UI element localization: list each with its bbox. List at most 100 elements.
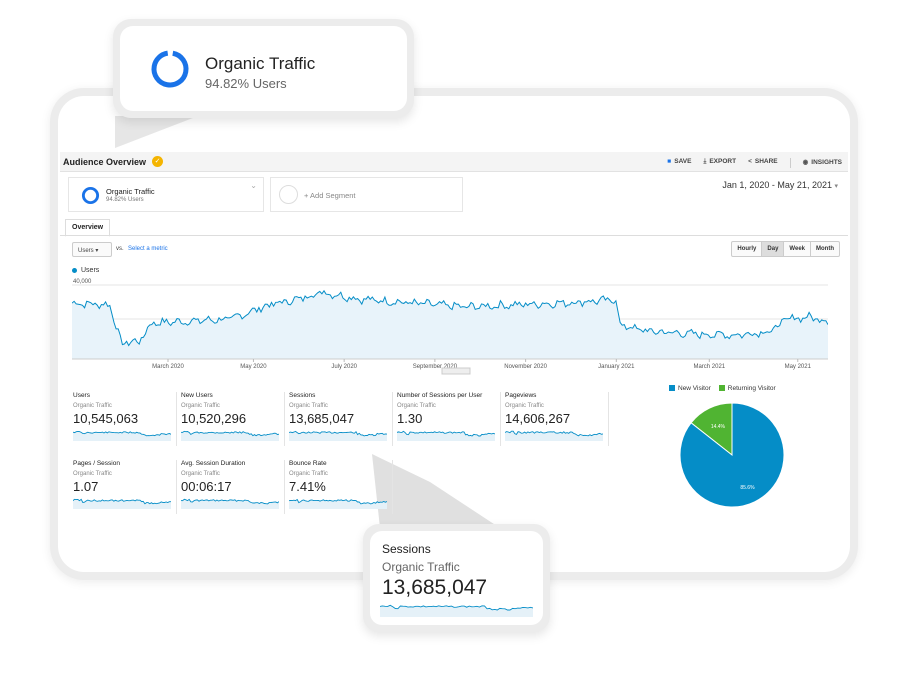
metric-select[interactable]: Users ▾ [72, 242, 112, 257]
report-header: Audience Overview ✓ ■ SAVE ⤓ EXPORT < SHARE… [60, 152, 848, 172]
insights-button[interactable]: ◉ INSIGHTS [802, 159, 842, 166]
metric-segment: Organic Traffic [289, 471, 328, 477]
sparkline-line [380, 604, 533, 611]
save-button[interactable]: ■ SAVE [667, 158, 692, 165]
segment-subtitle: 94.82% Users [106, 197, 144, 203]
y-tick-label: 40,000 [73, 279, 92, 285]
metric-sparkline [181, 498, 279, 509]
metric-sparkline [505, 430, 603, 441]
export-button[interactable]: ⤓ EXPORT [703, 158, 737, 165]
x-tick-label: March 2021 [693, 364, 725, 370]
metric-name: Number of Sessions per User [397, 392, 483, 399]
sparkline-line [73, 498, 171, 505]
share-icon: < [748, 158, 752, 165]
sparkline-area [73, 431, 171, 441]
metric-name: Pages / Session [73, 460, 120, 467]
metric-value: 10,520,296 [181, 411, 247, 426]
legend-returning-visitor: Returning Visitor [718, 385, 776, 392]
metric-segment: Organic Traffic [73, 471, 112, 477]
add-segment-label: + Add Segment [304, 191, 356, 200]
sessions-callout: Sessions Organic Traffic 13,685,047 [363, 524, 550, 632]
callout-metric-segment: Organic Traffic [382, 560, 460, 574]
users-series-area [72, 290, 828, 359]
metric-tile[interactable]: Pageviews Organic Traffic 14,606,267 [504, 392, 609, 446]
metric-tile[interactable]: Avg. Session Duration Organic Traffic 00:0… [180, 460, 285, 514]
caret-down-icon: ▾ [834, 183, 838, 190]
sparkline-line [505, 430, 603, 437]
metric-value: 1.07 [73, 479, 99, 494]
segment-callout: Organic Traffic 94.82% Users [113, 19, 414, 118]
chevron-down-icon[interactable]: ⌄ [250, 181, 257, 190]
series-dot [72, 267, 77, 273]
sparkline-area [289, 431, 387, 441]
sparkline-line [289, 430, 387, 437]
granularity-day[interactable]: Day [761, 242, 784, 256]
metric-tile[interactable]: Number of Sessions per User Organic Traff… [396, 392, 501, 446]
segment-ring-icon [81, 186, 100, 205]
metric-tile[interactable]: Users Organic Traffic 10,545,063 [72, 392, 177, 446]
tab-divider [60, 235, 848, 236]
sparkline-area [380, 605, 533, 617]
caret-down-icon: ▾ [95, 248, 99, 254]
metric-tile[interactable]: Pages / Session Organic Traffic 1.07 [72, 460, 177, 514]
sparkline-line [289, 498, 387, 505]
sparkline-line [397, 430, 495, 437]
share-button[interactable]: < SHARE [748, 158, 778, 165]
metric-name: New Users [181, 392, 213, 399]
granularity-toggle: Hourly Day Week Month [731, 241, 840, 257]
metric-segment: Organic Traffic [397, 403, 436, 409]
download-icon: ⤓ [703, 158, 707, 165]
tab-overview[interactable]: Overview [65, 219, 111, 237]
metric-value: 7.41% [289, 479, 326, 494]
metric-name: Pageviews [505, 392, 537, 399]
save-icon: ■ [667, 158, 672, 165]
sparkline-area [505, 431, 603, 441]
sparkline-area [181, 431, 279, 441]
vs-label: vs. [116, 246, 124, 252]
granularity-hourly[interactable]: Hourly [737, 246, 757, 252]
metric-tile[interactable]: New Users Organic Traffic 10,520,296 [180, 392, 285, 446]
sparkline-line [73, 430, 171, 437]
select-metric-link[interactable]: Select a metric [128, 246, 168, 252]
metric-segment: Organic Traffic [505, 403, 544, 409]
metric-tile[interactable]: Sessions Organic Traffic 13,685,047 [288, 392, 393, 446]
sessions-callout-card: Sessions Organic Traffic 13,685,047 [370, 531, 543, 625]
metric-segment: Organic Traffic [73, 403, 112, 409]
segment-organic-traffic[interactable]: Organic Traffic 94.82% Users ⌄ [68, 177, 264, 212]
users-series-line [72, 289, 828, 347]
sparkline-area [289, 499, 387, 509]
callout-segment-title: Organic Traffic [205, 54, 316, 73]
pie-data-label: 14.4% [711, 424, 726, 430]
metric-tile[interactable]: Bounce Rate Organic Traffic 7.41% [288, 460, 393, 514]
scroll-handle [441, 367, 471, 375]
x-tick-label: May 2020 [240, 364, 267, 370]
segment-ring-icon [151, 50, 189, 88]
metric-name: Sessions [289, 392, 316, 399]
granularity-week[interactable]: Week [783, 242, 810, 256]
verified-icon: ✓ [152, 156, 163, 167]
granularity-month[interactable]: Month [810, 242, 839, 256]
callout-metric-name: Sessions [382, 542, 431, 556]
callout-metric-value: 13,685,047 [382, 576, 488, 599]
metric-sparkline [181, 430, 279, 441]
metric-sparkline [73, 498, 171, 509]
x-tick-label: January 2021 [598, 364, 635, 370]
report-actions: ■ SAVE ⤓ EXPORT < SHARE ◉ INSIGHTS [667, 158, 842, 168]
pie-data-label: 85.6% [740, 485, 755, 491]
metric-name: Bounce Rate [289, 460, 327, 467]
metric-name: Users [73, 392, 90, 399]
sparkline-line [181, 498, 279, 505]
metric-segment: Organic Traffic [181, 403, 220, 409]
x-tick-label: November 2020 [504, 364, 547, 370]
chart-legend: Users [72, 267, 99, 274]
add-segment-button[interactable]: + Add Segment [270, 177, 463, 212]
segment-callout-card: Organic Traffic 94.82% Users [120, 26, 407, 111]
legend-new-visitor: New Visitor [669, 385, 711, 392]
metric-segment: Organic Traffic [181, 471, 220, 477]
metric-value: 13,685,047 [289, 411, 355, 426]
metric-sparkline [73, 430, 171, 441]
metric-value: 1.30 [397, 411, 423, 426]
date-range-picker[interactable]: Jan 1, 2020 - May 21, 2021 ▾ [722, 180, 838, 190]
